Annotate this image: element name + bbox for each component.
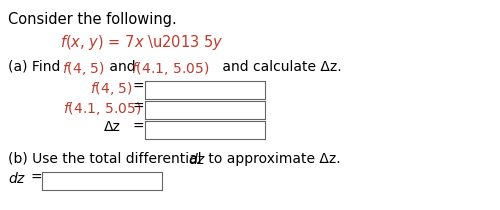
Text: =: = [133,120,144,134]
Text: (a) Find: (a) Find [8,60,65,74]
Text: $\it{dz}$: $\it{dz}$ [188,152,206,167]
Text: $\it{f}$(4, 5): $\it{f}$(4, 5) [62,60,105,77]
Text: =: = [133,100,144,114]
Text: to approximate Δz.: to approximate Δz. [204,152,340,166]
Text: $\it{f}$(4, 5): $\it{f}$(4, 5) [90,80,133,97]
Text: Consider the following.: Consider the following. [8,12,177,27]
Text: Δz: Δz [104,120,121,134]
Text: (b) Use the total differential: (b) Use the total differential [8,152,206,166]
Text: and calculate Δz.: and calculate Δz. [218,60,342,74]
Text: and: and [105,60,140,74]
Text: $\it{f}$($\it{x}$, $\it{y}$) = 7$\it{x}$ \u2013 5$\it{y}$: $\it{f}$($\it{x}$, $\it{y}$) = 7$\it{x}$… [60,33,224,52]
Text: =: = [133,80,144,94]
Text: $\it{dz}$: $\it{dz}$ [8,171,26,186]
Text: $\it{f}$(4.1, 5.05): $\it{f}$(4.1, 5.05) [131,60,210,77]
Text: =: = [30,171,42,185]
Text: $\it{f}$(4.1, 5.05): $\it{f}$(4.1, 5.05) [63,100,142,117]
